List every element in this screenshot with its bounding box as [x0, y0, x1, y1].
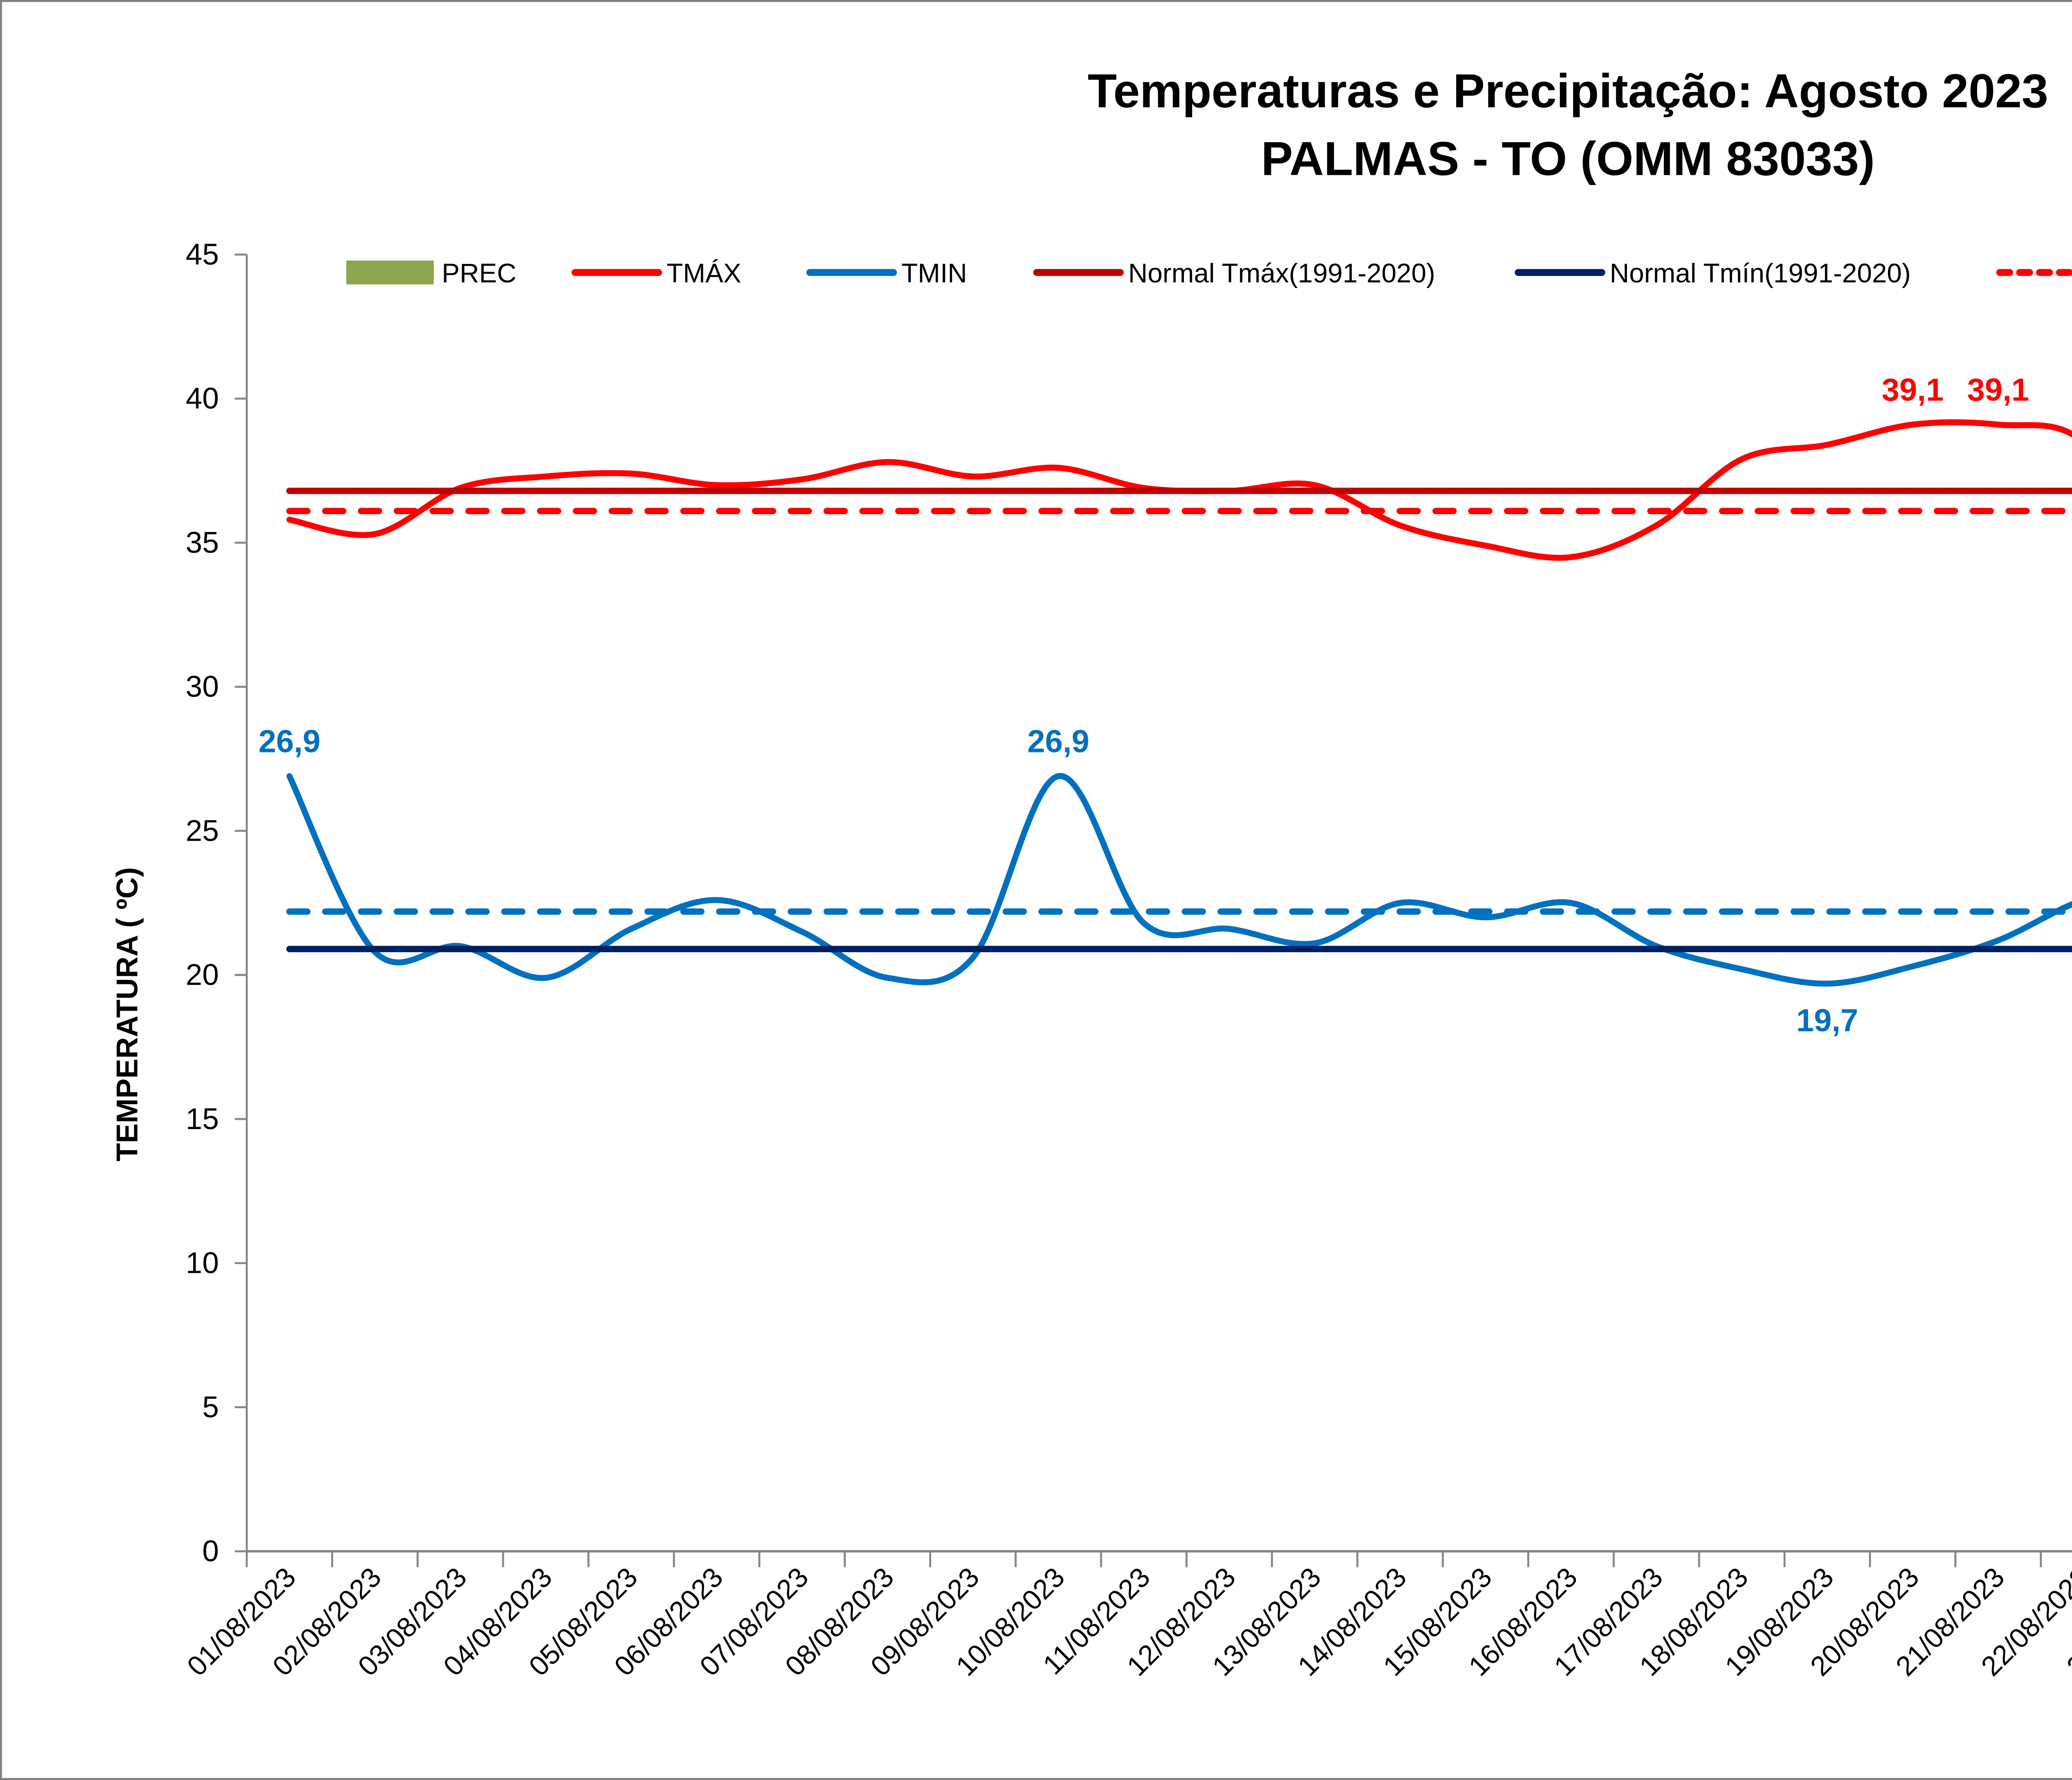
legend-label: TMIN	[901, 258, 967, 288]
y-tick-label: 45	[186, 238, 219, 271]
y-tick-label: 20	[186, 958, 219, 992]
y-tick-label: 35	[186, 526, 219, 559]
y-tick-label: 10	[186, 1247, 219, 1280]
legend-label: PREC	[442, 258, 516, 288]
series-line-tm-x	[286, 419, 2072, 561]
y-axis-title: TEMPERATURA ( ºC)	[111, 867, 144, 1161]
y-tick-label: 25	[186, 814, 219, 847]
legend: PREC TMÁX TMIN Normal Tmáx(1991-2020) Normal…	[346, 258, 2072, 288]
y-tick-label: 5	[202, 1391, 219, 1424]
legend-label: Normal Tmáx(1991-2020)	[1128, 258, 1435, 288]
data-label: 26,9	[1027, 724, 1089, 759]
data-label: 39,1	[1967, 372, 2029, 408]
y-tick-label: 0	[202, 1535, 219, 1568]
y-tick-label: 30	[186, 670, 219, 704]
chart-title: Temperaturas e Precipitação: Agosto 2023	[1088, 65, 2048, 118]
data-label: 19,7	[1796, 1003, 1859, 1038]
y-tick-label: 15	[186, 1103, 219, 1136]
y-tick-label: 40	[186, 382, 219, 415]
legend-swatch-prec	[346, 260, 434, 285]
data-label: 26,9	[259, 724, 321, 759]
legend-label: TMÁX	[667, 258, 741, 288]
data-label: 39,1	[1882, 372, 1944, 408]
legend-label: Normal Tmín(1991-2020)	[1610, 258, 1911, 288]
chart-subtitle: PALMAS - TO (OMM 83033)	[1261, 132, 1875, 185]
data-labels: 26,926,919,739,139,131,417,636,836,122,2…	[259, 372, 2029, 1038]
series-lines	[286, 419, 2072, 987]
